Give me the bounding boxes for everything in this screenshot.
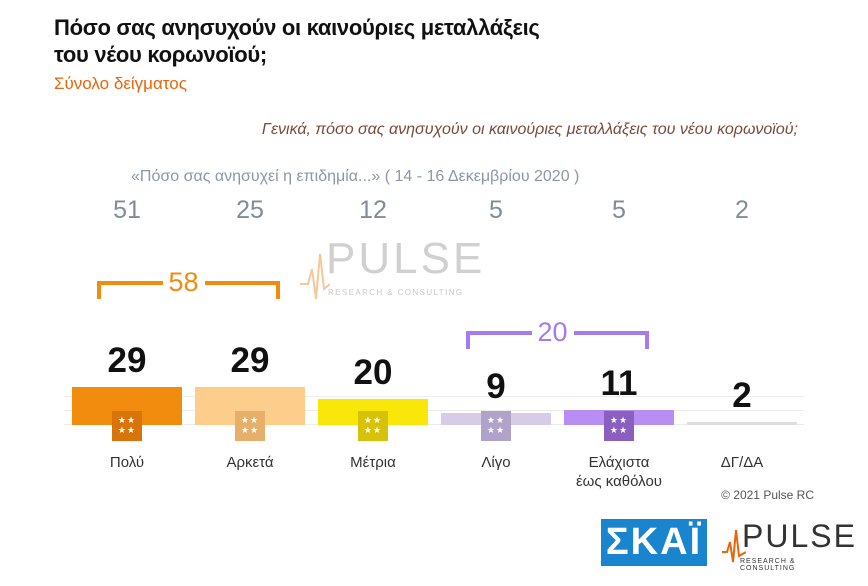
category-label-line: Ελάχιστα (588, 454, 650, 471)
category-label-line: Αρκετά (226, 454, 274, 471)
title-line-2: του νέου κορωνοϊού; (54, 42, 267, 67)
stars-icon: ★★ ★★ (235, 411, 265, 441)
pulse-logo: PULSE RESEARCH & CONSULTING (722, 518, 855, 572)
group-label-0: 58 (162, 267, 205, 298)
value-label-3: 9 (486, 367, 506, 407)
chart-subtitle: Σύνολο δείγματος (54, 74, 187, 93)
previous-value-4: 5 (612, 196, 626, 224)
stars-icon: ★★ ★★ (481, 411, 511, 441)
category-label-3: Λίγο (431, 453, 561, 472)
category-label-0: Πολύ (62, 453, 192, 472)
previous-value-3: 5 (489, 196, 503, 224)
category-label-line: Μέτρια (350, 454, 396, 471)
value-label-0: 29 (107, 340, 147, 380)
category-label-line: ΔΓ/ΔΑ (720, 454, 764, 471)
pulse-logo-wave-icon (722, 529, 746, 563)
value-label-2: 20 (353, 352, 393, 392)
previous-value-5: 2 (735, 196, 749, 224)
pulse-watermark: PULSE RESEARCH & CONSULTING (300, 234, 490, 304)
stars-icon: ★★ ★★ (604, 411, 634, 441)
category-label-2: Μέτρια (308, 453, 438, 472)
category-label-4: Ελάχιστα έως καθόλου (554, 453, 684, 491)
category-label-line: Πολύ (109, 454, 145, 471)
value-label-4: 11 (600, 364, 638, 404)
category-label-line: έως καθόλου (575, 473, 662, 490)
previous-value-1: 25 (236, 196, 264, 224)
title-line-1: Πόσο σας ανησυχούν οι καινούριες μεταλλά… (54, 15, 540, 40)
category-label-5: ΔΓ/ΔΑ (677, 453, 807, 472)
stars-icon: ★★ ★★ (358, 411, 388, 441)
pulse-logo-tagline: RESEARCH & CONSULTING (740, 558, 796, 572)
previous-value-2: 12 (359, 196, 387, 224)
skai-logo: ΣΚΑΪ (601, 519, 707, 566)
watermark-tagline: RESEARCH & CONSULTING (328, 288, 464, 297)
pulse-wave-icon (300, 253, 330, 300)
survey-question: Γενικά, πόσο σας ανησυχούν οι καινούριες… (261, 121, 798, 138)
pulse-logo-name: PULSE (742, 518, 857, 554)
value-label-5: 2 (732, 376, 752, 415)
copyright: © 2021 Pulse RC (721, 488, 814, 502)
value-label-1: 29 (230, 340, 270, 380)
chart-title: Πόσο σας ανησυχούν οι καινούριες μεταλλά… (54, 14, 614, 68)
stars-icon: ★★ ★★ (112, 411, 142, 441)
group-label-1: 20 (531, 317, 574, 348)
gridline (64, 410, 804, 411)
previous-value-0: 51 (113, 196, 141, 224)
watermark-name: PULSE (326, 234, 486, 283)
previous-survey-label: «Πόσο σας ανησυχεί η επιδημία...» ( 14 -… (131, 168, 580, 185)
gridline (64, 396, 804, 397)
bar-5 (687, 422, 797, 425)
category-label-1: Αρκετά (185, 453, 315, 472)
category-label-line: Λίγο (481, 454, 511, 471)
gridline (64, 424, 804, 425)
